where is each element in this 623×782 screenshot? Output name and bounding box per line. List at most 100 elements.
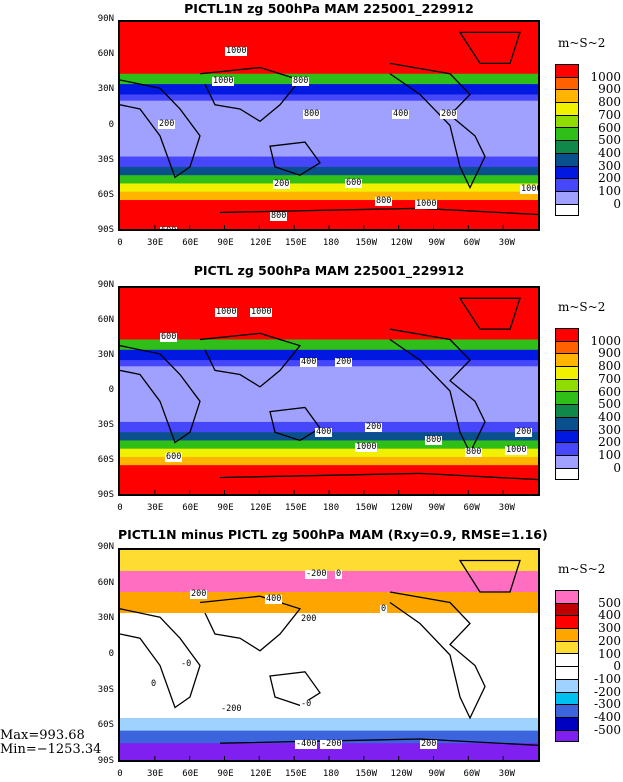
- x-tick-label: 60E: [182, 238, 199, 248]
- y-tick-label: 60N: [97, 49, 114, 60]
- x-tick-label: 150W: [355, 503, 377, 513]
- contour-label: 200: [190, 589, 208, 599]
- contour-band: [120, 175, 538, 185]
- legend-swatch: [555, 729, 579, 743]
- legend-label: 1000: [590, 333, 621, 348]
- contour-band: [120, 166, 538, 177]
- color-legend: [555, 590, 579, 743]
- contour-label: 1000: [250, 307, 273, 317]
- legend-label: 900: [598, 82, 621, 97]
- legend-swatch: [555, 628, 579, 641]
- legend-label: 200: [598, 633, 621, 648]
- legend-swatch: [555, 653, 579, 667]
- x-tick-label: 120W: [390, 503, 413, 513]
- contour-label: 800: [465, 447, 483, 457]
- x-tick-label: 120E: [249, 503, 272, 513]
- map-panel: 1000 800 1000 800 400 200 200 200 600 800 1000 800 6…: [118, 20, 540, 231]
- legend-label: 300: [598, 158, 621, 173]
- stat-min: Min=−1253.34: [0, 742, 102, 757]
- contour-label: 200: [300, 614, 318, 624]
- legend-swatch: [555, 114, 579, 128]
- x-tick-label: 120E: [249, 769, 272, 779]
- legend-label: 200: [598, 435, 621, 450]
- contour-band: [120, 440, 538, 450]
- contour-label: 200: [420, 739, 438, 749]
- contour-label: 600: [165, 452, 183, 462]
- legend-label: -500: [594, 722, 621, 737]
- legend-swatch: [555, 454, 579, 468]
- stat-max: Max=993.68: [0, 728, 85, 743]
- contour-map: [120, 288, 538, 494]
- contour-band: [120, 550, 538, 572]
- legend-label: -400: [594, 710, 621, 724]
- legend-label: 0: [613, 659, 621, 674]
- contour-band: [120, 100, 538, 158]
- map-panel: 1000 1000 600 400 200 200 400 1000 800 600 800 1000…: [118, 286, 540, 496]
- contour-band: [120, 191, 538, 202]
- legend-label: 300: [598, 621, 621, 636]
- legend-label: 0: [613, 196, 621, 211]
- legend-label: 500: [598, 595, 621, 610]
- y-tick-label: 0: [108, 385, 114, 395]
- panel-title: PICTL1N minus PICTL zg 500hPa MAM (Rxy=0…: [118, 527, 548, 542]
- legend-label: 400: [598, 145, 621, 160]
- legend-label: 300: [598, 422, 621, 437]
- contour-label: 1000: [520, 185, 538, 194]
- legend-label: 700: [598, 107, 621, 122]
- x-tick-label: 30E: [147, 503, 164, 513]
- contour-band: [120, 22, 538, 75]
- legend-swatch: [555, 165, 579, 179]
- coastline: [120, 297, 538, 481]
- contour-label: -0: [180, 659, 193, 669]
- contour-band: [120, 592, 538, 614]
- panel-title: PICTL1N zg 500hPa MAM 225001_229912: [184, 1, 474, 16]
- contour-band: [120, 571, 538, 593]
- legend-swatch: [555, 353, 579, 367]
- x-tick-label: 60E: [182, 769, 199, 779]
- legend-label: 100: [598, 448, 621, 462]
- legend-label: 600: [598, 120, 621, 135]
- contour-label: 1000: [212, 76, 235, 86]
- contour-map: [120, 550, 538, 760]
- contour-label: 200: [158, 119, 176, 129]
- contour-band: [120, 465, 538, 494]
- x-tick-label: 180: [322, 503, 340, 513]
- map-panel: 200 -200 0 400 200 0 -0 0 -0 -200 -400 -200 200: [118, 548, 540, 762]
- y-tick-label: 30N: [97, 350, 114, 360]
- x-tick-label: 150E: [284, 769, 307, 779]
- legend-label: 100: [598, 646, 621, 661]
- x-tick-label: 120W: [390, 769, 413, 779]
- legend-swatch: [555, 602, 579, 616]
- y-tick-label: 30N: [97, 613, 114, 624]
- legend-swatch: [555, 102, 579, 115]
- color-legend: [555, 328, 579, 481]
- contour-band: [120, 448, 538, 458]
- contour-label: -200: [320, 739, 343, 749]
- legend-swatch: [555, 366, 579, 379]
- legend-swatch: [555, 89, 579, 103]
- x-tick-label: 90W: [428, 769, 445, 779]
- y-tick-label: 60S: [97, 720, 114, 731]
- contour-band: [120, 339, 538, 351]
- contour-label: 1000: [355, 442, 378, 452]
- contour-band: [120, 456, 538, 467]
- x-tick-label: 30W: [498, 238, 515, 248]
- x-tick-label: 90E: [217, 238, 234, 248]
- x-tick-label: 30E: [147, 769, 164, 779]
- legend-swatch: [555, 615, 579, 629]
- legend-swatch: [555, 190, 579, 204]
- contour-label: 1000: [225, 46, 248, 56]
- contour-label: -0: [300, 699, 313, 709]
- legend-swatch: [555, 442, 579, 455]
- legend-label: 400: [598, 608, 621, 623]
- y-tick-label: 90N: [97, 542, 114, 552]
- contour-band: [120, 718, 538, 732]
- contour-label: 600: [160, 227, 178, 229]
- legend-swatch: [555, 140, 579, 153]
- legend-unit: m~S~2: [558, 562, 606, 576]
- contour-band: [120, 73, 538, 86]
- contour-band: [120, 421, 538, 434]
- y-tick-label: 60S: [97, 455, 114, 465]
- contour-label: 800: [292, 76, 310, 86]
- contour-label: 0: [335, 569, 343, 579]
